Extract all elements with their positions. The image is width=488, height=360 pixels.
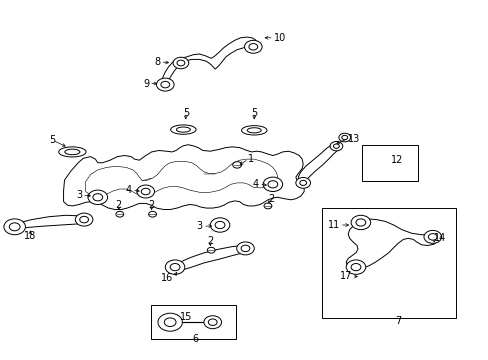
Circle shape: [350, 215, 370, 230]
Circle shape: [350, 264, 360, 271]
Circle shape: [267, 181, 277, 188]
Circle shape: [244, 40, 262, 53]
Ellipse shape: [59, 147, 86, 157]
Circle shape: [9, 223, 20, 231]
Text: 16: 16: [161, 273, 173, 283]
Text: 7: 7: [395, 316, 401, 326]
Text: 3: 3: [76, 190, 82, 200]
Ellipse shape: [241, 126, 266, 135]
Circle shape: [248, 44, 257, 50]
Circle shape: [263, 177, 282, 192]
Circle shape: [210, 218, 229, 232]
Circle shape: [329, 141, 342, 151]
Text: 13: 13: [347, 134, 360, 144]
Text: 9: 9: [142, 78, 149, 89]
Circle shape: [173, 57, 188, 69]
Text: 2: 2: [268, 194, 274, 204]
Bar: [361, 145, 417, 181]
Circle shape: [158, 313, 182, 331]
Circle shape: [164, 318, 176, 327]
Circle shape: [165, 260, 184, 274]
Ellipse shape: [65, 149, 80, 155]
Circle shape: [80, 216, 88, 223]
Text: 5: 5: [251, 108, 257, 118]
Circle shape: [141, 188, 150, 195]
Circle shape: [207, 247, 215, 253]
Ellipse shape: [170, 125, 196, 134]
Text: 6: 6: [192, 334, 198, 344]
Circle shape: [148, 211, 156, 217]
Text: 11: 11: [327, 220, 339, 230]
Text: 3: 3: [196, 221, 203, 231]
Circle shape: [208, 319, 217, 325]
Bar: [321, 208, 455, 318]
Circle shape: [355, 219, 365, 226]
Polygon shape: [63, 145, 304, 210]
Circle shape: [177, 60, 184, 66]
Circle shape: [203, 316, 221, 329]
Text: 1: 1: [248, 154, 254, 164]
Text: 10: 10: [273, 33, 285, 43]
Text: 5: 5: [183, 108, 188, 118]
Text: 18: 18: [24, 231, 37, 241]
Circle shape: [333, 144, 339, 148]
Bar: [150, 305, 236, 339]
Text: 2: 2: [148, 200, 154, 210]
Circle shape: [264, 203, 271, 209]
Text: 15: 15: [179, 312, 192, 322]
Text: 2: 2: [207, 236, 213, 246]
Ellipse shape: [176, 127, 190, 132]
Circle shape: [346, 260, 365, 274]
Text: 14: 14: [433, 233, 446, 243]
Circle shape: [341, 135, 347, 140]
Polygon shape: [11, 215, 87, 230]
Circle shape: [236, 242, 254, 255]
Text: 5: 5: [50, 135, 56, 145]
Circle shape: [170, 264, 180, 271]
Text: 8: 8: [154, 57, 160, 67]
Ellipse shape: [247, 128, 261, 133]
Text: 2: 2: [116, 200, 122, 210]
Circle shape: [88, 190, 107, 204]
Text: 4: 4: [252, 179, 259, 189]
Circle shape: [423, 230, 441, 243]
Text: 12: 12: [390, 155, 403, 165]
Circle shape: [427, 234, 436, 240]
Circle shape: [338, 133, 350, 142]
Circle shape: [299, 180, 306, 185]
Polygon shape: [161, 37, 259, 87]
Circle shape: [241, 245, 249, 252]
Circle shape: [161, 81, 169, 88]
Circle shape: [215, 221, 224, 229]
Circle shape: [295, 177, 310, 188]
Polygon shape: [298, 144, 339, 184]
Text: 17: 17: [339, 271, 351, 282]
Polygon shape: [171, 246, 249, 271]
Circle shape: [156, 78, 174, 91]
Circle shape: [93, 194, 102, 201]
Circle shape: [75, 213, 93, 226]
Polygon shape: [346, 219, 438, 269]
Circle shape: [4, 219, 25, 235]
Polygon shape: [85, 159, 277, 195]
Circle shape: [116, 211, 123, 217]
Circle shape: [232, 162, 241, 168]
Circle shape: [137, 185, 154, 198]
Text: 4: 4: [125, 185, 132, 195]
